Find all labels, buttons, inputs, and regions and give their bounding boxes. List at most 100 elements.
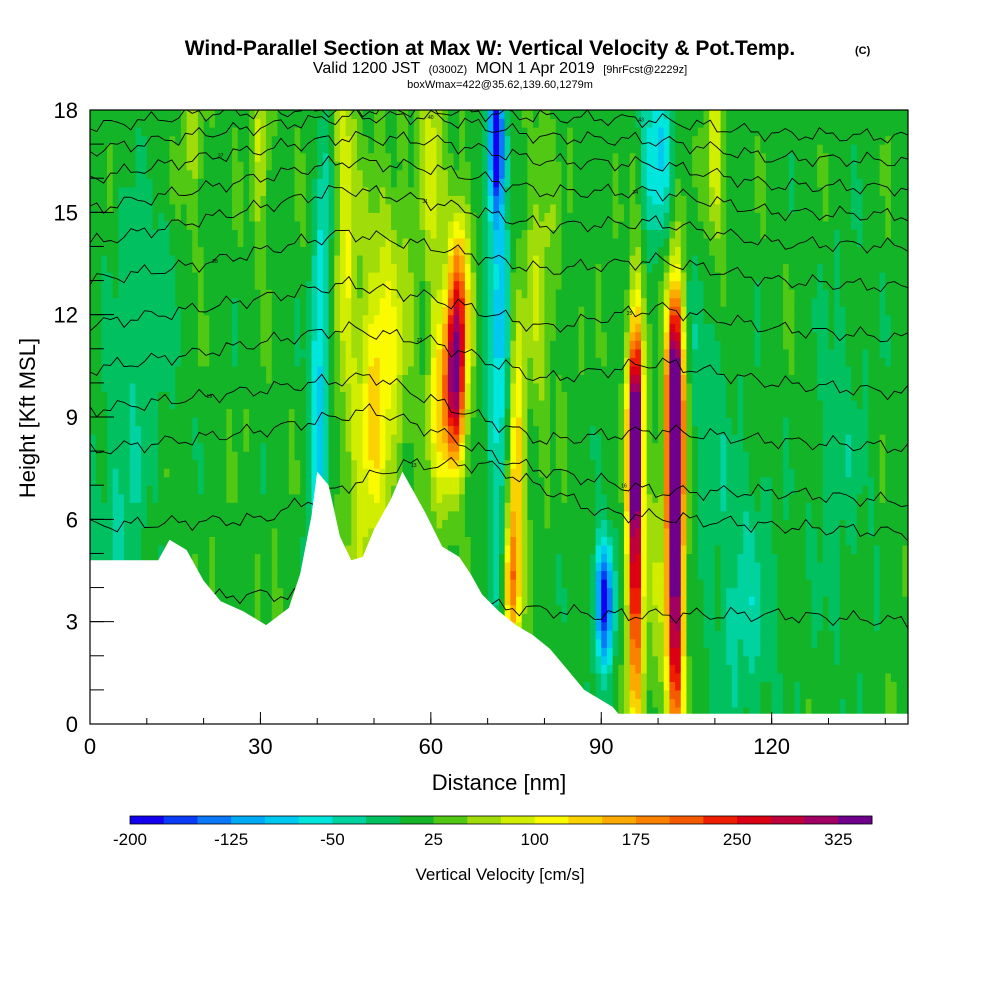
- heat-cell: [339, 254, 347, 265]
- heat-cell: [453, 340, 460, 350]
- heat-cell: [158, 178, 165, 188]
- heat-cell: [277, 391, 284, 401]
- heat-cell: [237, 587, 244, 597]
- heat-cell: [141, 178, 148, 188]
- heat-cell: [203, 527, 210, 537]
- heat-cell: [152, 476, 159, 486]
- heat-cell: [334, 459, 341, 469]
- heat-cell: [249, 459, 256, 469]
- heat-cell: [300, 297, 307, 307]
- heat-cell: [288, 331, 296, 341]
- heat-cell: [101, 314, 108, 324]
- heat-cell: [249, 152, 256, 162]
- heat-cell: [112, 144, 119, 154]
- heat-cell: [374, 357, 381, 367]
- heat-cell: [402, 468, 409, 478]
- heat-cell: [300, 519, 307, 529]
- heat-cell: [294, 348, 301, 358]
- heat-cell: [277, 178, 284, 188]
- heat-cell: [175, 272, 182, 282]
- heat-cell: [391, 272, 398, 282]
- heat-cell: [135, 408, 142, 418]
- heat-cell: [180, 314, 188, 324]
- heat-cell: [413, 178, 421, 188]
- heat-cell: [141, 254, 148, 265]
- heat-cell: [197, 459, 205, 469]
- heat-cell: [362, 527, 369, 537]
- heat-cell: [288, 263, 296, 273]
- heat-cell: [374, 254, 381, 265]
- heat-cell: [283, 579, 290, 589]
- heat-cell: [476, 195, 483, 205]
- heat-cell: [209, 502, 216, 512]
- heat-cell: [220, 365, 227, 375]
- heat-cell: [442, 340, 449, 350]
- heat-cell: [186, 323, 193, 333]
- heat-cell: [464, 178, 472, 188]
- heat-cell: [203, 348, 210, 358]
- heat-cell: [237, 220, 244, 230]
- heat-cell: [419, 434, 426, 444]
- heat-cell: [464, 442, 472, 452]
- heat-cell: [453, 451, 460, 461]
- heat-cell: [464, 476, 472, 486]
- heat-cell: [334, 391, 341, 401]
- heat-cell: [419, 237, 426, 248]
- heat-cell: [266, 280, 273, 290]
- heat-cell: [430, 297, 438, 307]
- heat-cell: [266, 212, 273, 222]
- heat-cell: [124, 254, 131, 265]
- heat-cell: [334, 212, 341, 222]
- heat-cell: [317, 297, 324, 307]
- heat-cell: [169, 306, 176, 316]
- heat-cell: [356, 493, 364, 503]
- heat-cell: [436, 442, 443, 452]
- heat-cell: [294, 399, 301, 410]
- subtitle-valid: Valid 1200 JST: [313, 60, 421, 77]
- heat-cell: [283, 212, 290, 222]
- heat-cell: [413, 144, 421, 154]
- heat-cell: [243, 118, 250, 128]
- heat-cell: [152, 382, 159, 393]
- heat-cell: [419, 152, 426, 162]
- heat-cell: [391, 229, 398, 239]
- heat-cell: [311, 434, 318, 444]
- heat-cell: [192, 212, 199, 222]
- heat-cell: [192, 493, 199, 503]
- heat-cell: [266, 485, 273, 495]
- heat-cell: [146, 178, 154, 188]
- heat-cell: [95, 493, 102, 503]
- heat-cell: [141, 314, 148, 324]
- heat-cell: [311, 272, 318, 282]
- heat-cell: [197, 544, 205, 555]
- heat-cell: [237, 169, 244, 179]
- heat-cell: [101, 510, 108, 520]
- heat-cell: [152, 229, 159, 239]
- heat-cell: [141, 246, 148, 256]
- heat-cell: [101, 527, 108, 537]
- heat-cell: [237, 314, 244, 324]
- heat-cell: [425, 289, 432, 299]
- heat-cell: [453, 536, 460, 546]
- heat-cell: [408, 237, 415, 248]
- heat-cell: [447, 527, 455, 537]
- heat-cell: [254, 237, 262, 248]
- heat-cell: [288, 169, 296, 179]
- heat-cell: [345, 502, 352, 512]
- heat-cell: [124, 195, 131, 205]
- heat-cell: [135, 169, 142, 179]
- heat-cell: [249, 118, 256, 128]
- heat-cell: [158, 152, 165, 162]
- heat-cell: [197, 493, 205, 503]
- heat-cell: [209, 374, 216, 384]
- heat-cell: [271, 220, 279, 230]
- heat-cell: [237, 510, 244, 520]
- heat-cell: [101, 254, 108, 265]
- heat-cell: [362, 434, 369, 444]
- heat-cell: [90, 195, 97, 205]
- heat-cell: [476, 263, 483, 273]
- heat-cell: [237, 161, 244, 171]
- heat-cell: [374, 272, 381, 282]
- heat-cell: [107, 212, 114, 222]
- heat-cell: [203, 314, 210, 324]
